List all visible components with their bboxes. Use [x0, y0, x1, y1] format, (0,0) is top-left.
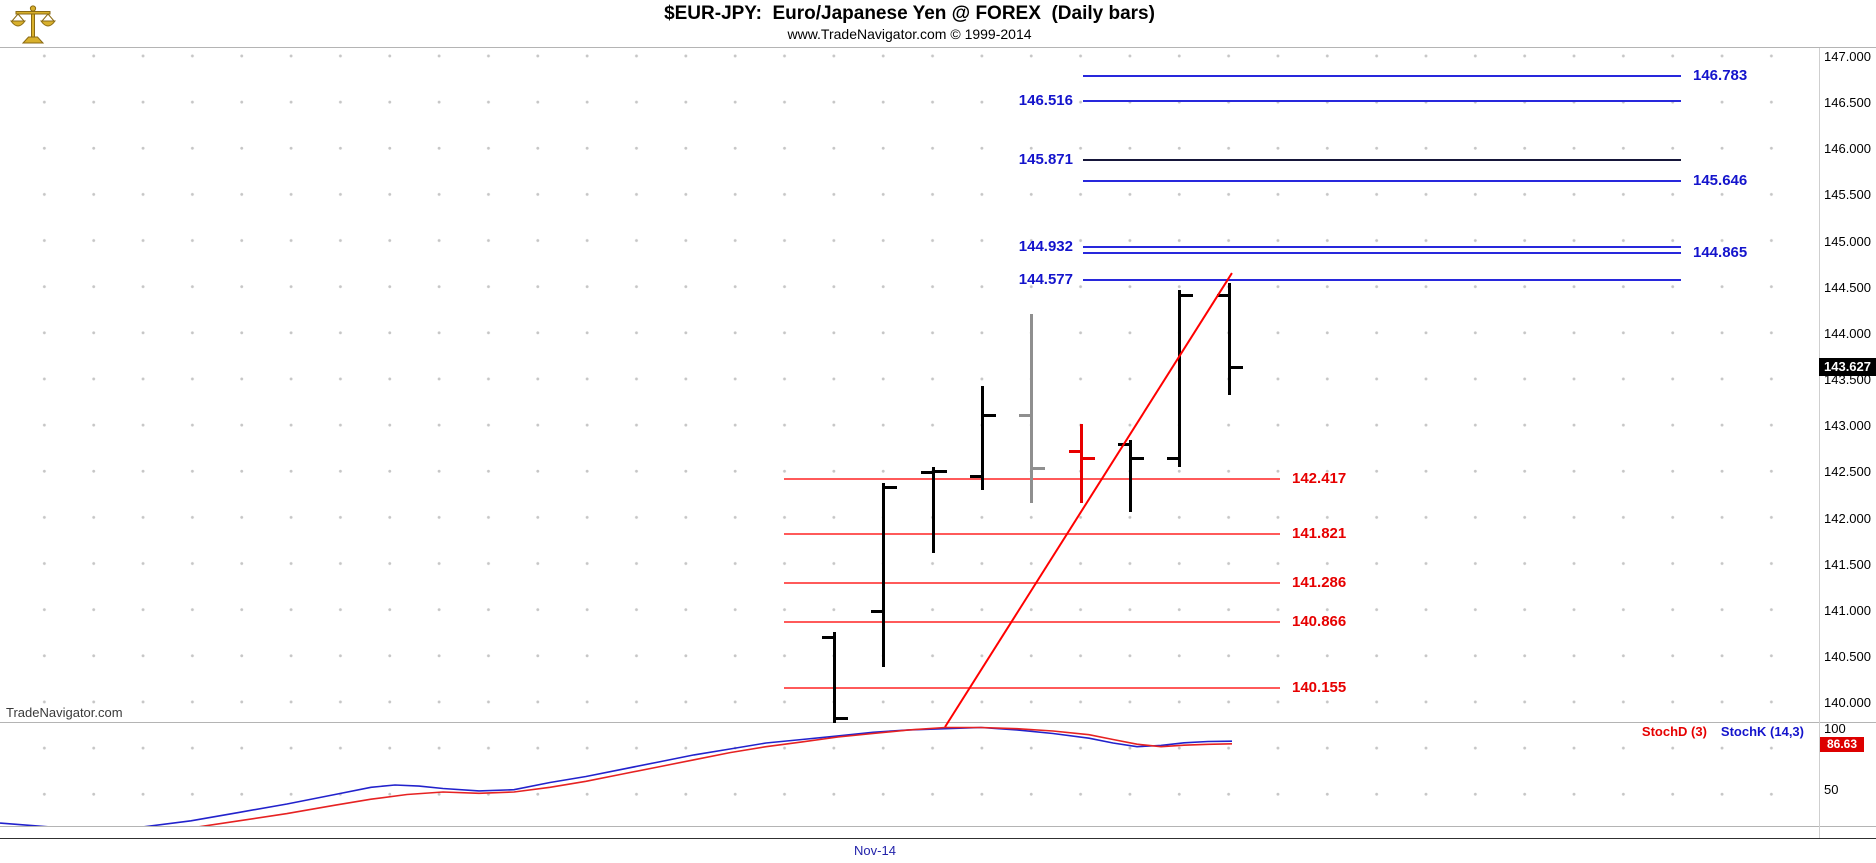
open-tick — [1019, 414, 1032, 418]
last-price-badge: 143.627 — [1819, 358, 1876, 377]
level-price-label: 145.871 — [1018, 151, 1073, 169]
ohlc-bar — [1178, 290, 1182, 467]
close-tick — [885, 486, 898, 490]
stochd-line — [198, 726, 1233, 826]
date-axis-line — [0, 838, 1876, 839]
support-line[interactable] — [784, 686, 1280, 689]
resistance-line[interactable] — [1083, 179, 1681, 182]
tradenavigator-logo — [10, 5, 56, 44]
chart-canvas[interactable] — [0, 48, 1819, 826]
ohlc-bar — [1227, 283, 1231, 395]
stochk-line — [0, 726, 1233, 826]
close-tick — [836, 717, 848, 721]
stoch-axis-tick: 50 — [1824, 781, 1839, 797]
close-tick — [1230, 365, 1243, 369]
ohlc-bar — [931, 466, 935, 553]
date-axis-label: Nov-14 — [854, 843, 896, 858]
price-axis-tick: 142.500 — [1824, 464, 1871, 480]
resistance-line[interactable] — [1083, 99, 1681, 102]
close-tick — [934, 469, 947, 473]
stoch-legend-label: StochD (3) — [1641, 724, 1707, 739]
open-tick — [970, 475, 983, 479]
price-axis-tick: 143.000 — [1824, 418, 1871, 434]
level-price-label: 144.865 — [1693, 244, 1748, 262]
resistance-line[interactable] — [1083, 75, 1681, 78]
watermark: TradeNavigator.com — [6, 705, 123, 720]
support-line[interactable] — [784, 582, 1280, 585]
ohlc-bar — [1030, 314, 1034, 503]
price-axis-tick: 146.000 — [1824, 141, 1871, 157]
level-price-label: 144.577 — [1018, 270, 1073, 288]
price-axis-tick: 144.000 — [1824, 325, 1871, 341]
price-axis-tick: 140.000 — [1824, 695, 1871, 711]
resistance-line[interactable] — [1083, 278, 1681, 281]
level-price-label: 141.286 — [1292, 574, 1347, 592]
scale-divider — [1819, 48, 1820, 838]
open-tick — [822, 635, 834, 639]
support-line[interactable] — [784, 533, 1280, 536]
price-axis-tick: 145.500 — [1824, 187, 1871, 203]
stochastic-panel[interactable] — [0, 723, 1819, 826]
close-tick — [1082, 456, 1095, 460]
open-tick — [1216, 294, 1229, 298]
level-price-label: 144.932 — [1018, 237, 1073, 255]
level-price-label: 141.821 — [1292, 525, 1347, 543]
level-price-label: 146.516 — [1018, 91, 1073, 109]
close-tick — [1181, 293, 1194, 297]
level-price-label: 142.417 — [1292, 470, 1347, 487]
level-price-label: 140.155 — [1292, 678, 1347, 696]
stoch-bottom-divider — [0, 826, 1876, 827]
close-tick — [984, 413, 997, 417]
stochastic-legend: StochD (3) StochK (14,3) — [1642, 724, 1804, 739]
open-tick — [1068, 450, 1081, 454]
price-axis-tick: 144.500 — [1824, 279, 1871, 295]
stochastic-value-badge: 86.63 — [1820, 736, 1864, 752]
price-axis-tick: 142.000 — [1824, 510, 1871, 526]
price-axis-tick: 140.500 — [1824, 648, 1871, 664]
price-axis-tick: 141.500 — [1824, 556, 1871, 572]
chart-title: $EUR-JPY: Euro/Japanese Yen @ FOREX (Dai… — [664, 3, 1155, 24]
price-axis-tick: 146.500 — [1824, 95, 1871, 111]
resistance-line[interactable] — [1083, 159, 1681, 162]
stoch-legend-label: StochK (14,3) — [1720, 724, 1804, 739]
open-tick — [920, 470, 933, 474]
ohlc-bar — [981, 386, 985, 490]
ohlc-bar — [1129, 439, 1133, 512]
price-axis-tick: 145.000 — [1824, 233, 1871, 249]
open-tick — [1167, 456, 1180, 460]
resistance-line[interactable] — [1083, 245, 1681, 248]
support-line[interactable] — [784, 621, 1280, 624]
close-tick — [1033, 467, 1046, 471]
ohlc-bar — [1079, 424, 1083, 503]
chart-subtitle: www.TradeNavigator.com © 1999-2014 — [787, 26, 1032, 42]
open-tick — [871, 610, 884, 614]
level-price-label: 145.646 — [1693, 171, 1748, 189]
stoch-axis-tick: 100 — [1824, 720, 1846, 736]
close-tick — [1132, 456, 1145, 460]
price-axis-tick: 147.000 — [1824, 49, 1871, 64]
price-axis-tick: 141.000 — [1824, 602, 1871, 618]
header-divider — [0, 47, 1876, 48]
resistance-line[interactable] — [1083, 252, 1681, 255]
ohlc-bar — [833, 631, 836, 723]
level-price-label: 146.783 — [1693, 67, 1748, 85]
level-price-label: 140.866 — [1292, 613, 1347, 631]
ohlc-bar — [882, 483, 886, 668]
